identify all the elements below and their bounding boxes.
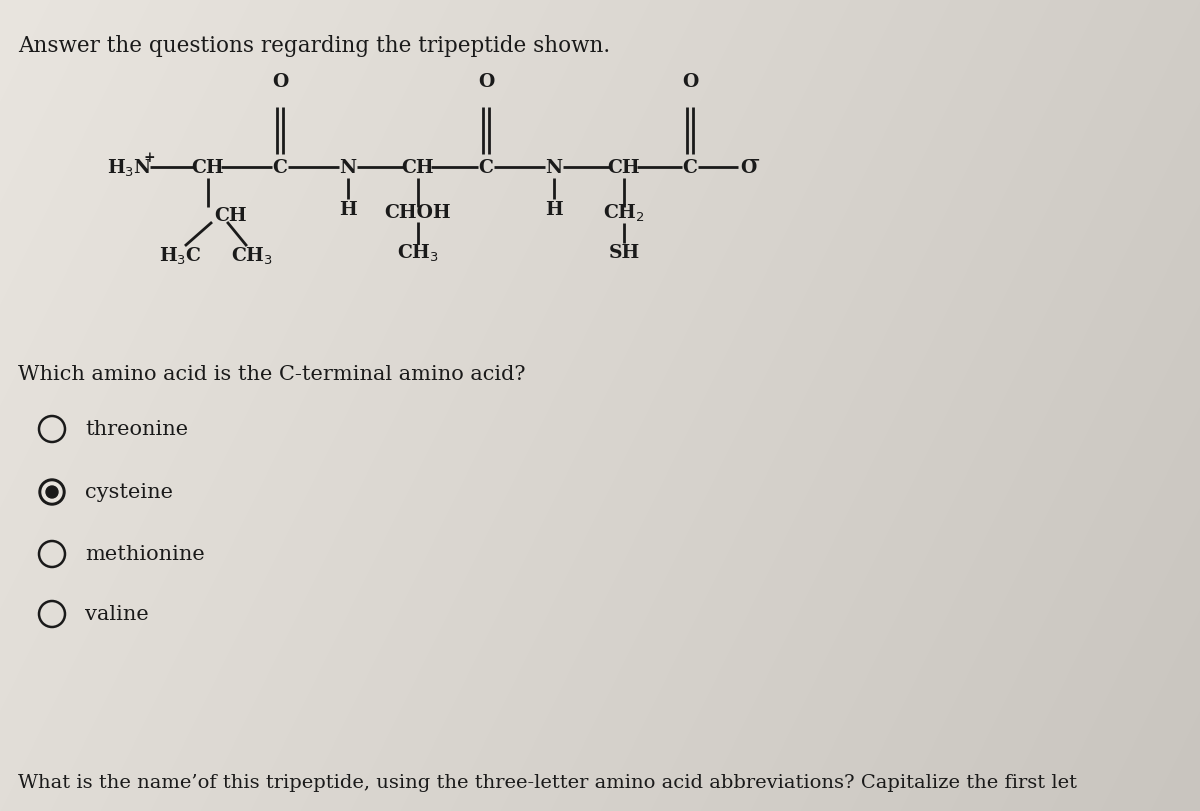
Text: SH: SH [608, 243, 640, 262]
Text: H: H [545, 201, 563, 219]
Text: CHOH: CHOH [385, 204, 451, 221]
Text: valine: valine [85, 605, 149, 624]
Text: CH$_3$: CH$_3$ [230, 245, 274, 266]
Circle shape [38, 479, 65, 505]
Circle shape [46, 487, 58, 499]
Text: cysteine: cysteine [85, 483, 173, 502]
Text: Answer the questions regarding the tripeptide shown.: Answer the questions regarding the tripe… [18, 35, 610, 57]
Text: O: O [682, 73, 698, 91]
Text: +: + [143, 151, 155, 165]
Text: CH$_3$: CH$_3$ [397, 242, 439, 264]
Text: N: N [340, 159, 356, 177]
Text: What is the name’of this tripeptide, using the three-letter amino acid abbreviat: What is the name’of this tripeptide, usi… [18, 773, 1078, 791]
Text: CH: CH [192, 159, 224, 177]
Text: threonine: threonine [85, 420, 188, 439]
Text: H: H [340, 201, 356, 219]
Text: O: O [740, 159, 756, 177]
Text: N: N [546, 159, 563, 177]
Text: O: O [272, 73, 288, 91]
Text: CH: CH [402, 159, 434, 177]
Text: methionine: methionine [85, 545, 205, 564]
Text: CH: CH [607, 159, 641, 177]
Text: CH$_2$: CH$_2$ [604, 202, 644, 223]
Text: H$_3$C: H$_3$C [158, 245, 202, 266]
Circle shape [42, 483, 62, 502]
Text: H$_3$N: H$_3$N [108, 157, 152, 178]
Text: C: C [479, 159, 493, 177]
Text: C: C [272, 159, 288, 177]
Text: −: − [748, 152, 760, 165]
Text: O: O [478, 73, 494, 91]
Text: C: C [683, 159, 697, 177]
Text: Which amino acid is the C-terminal amino acid?: Which amino acid is the C-terminal amino… [18, 365, 526, 384]
Text: CH: CH [214, 207, 247, 225]
